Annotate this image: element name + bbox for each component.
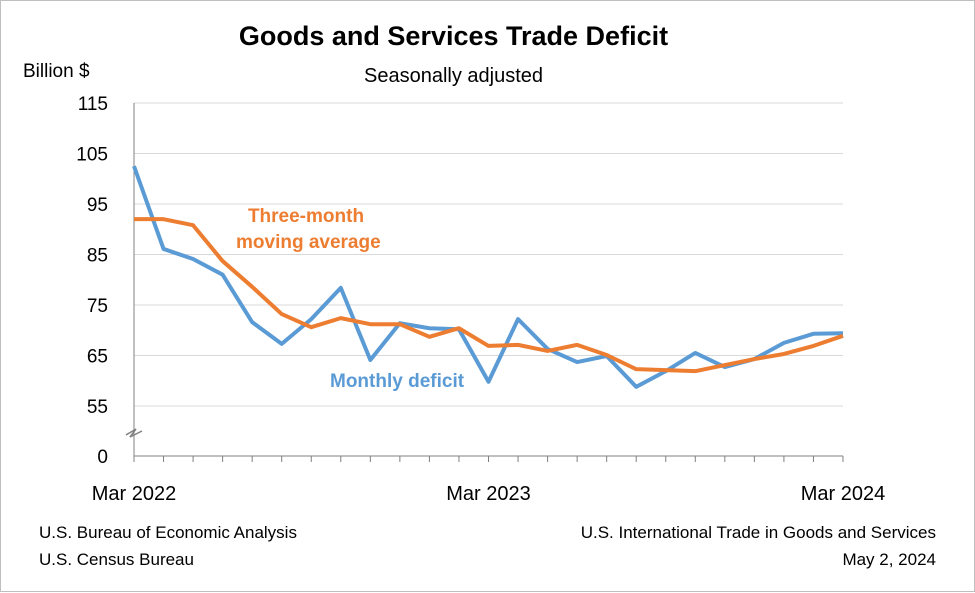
y-tick-label: 115 (78, 94, 108, 115)
y-tick-label: 75 (87, 296, 108, 317)
report-name: U.S. International Trade in Goods and Se… (581, 523, 936, 543)
y-tick-label: 0 (97, 447, 108, 468)
x-tick-label: Mar 2023 (446, 483, 531, 505)
source-census: U.S. Census Bureau (39, 550, 194, 570)
x-tick-label: Mar 2022 (92, 483, 177, 505)
y-tick-label: 65 (87, 347, 108, 368)
y-tick-label: 95 (87, 195, 108, 216)
x-tick-label: Mar 2024 (801, 483, 886, 505)
moving-average-label: Three-month moving average (236, 204, 376, 256)
y-tick-label: 105 (76, 145, 108, 166)
y-tick-label: 85 (87, 246, 108, 267)
source-bea: U.S. Bureau of Economic Analysis (39, 523, 297, 543)
moving-average-label-line2: moving average (236, 230, 376, 256)
monthly-deficit-label: Monthly deficit (330, 371, 464, 393)
moving-average-label-line1: Three-month (236, 204, 376, 230)
y-tick-label: 55 (87, 397, 108, 418)
release-date: May 2, 2024 (842, 550, 936, 570)
